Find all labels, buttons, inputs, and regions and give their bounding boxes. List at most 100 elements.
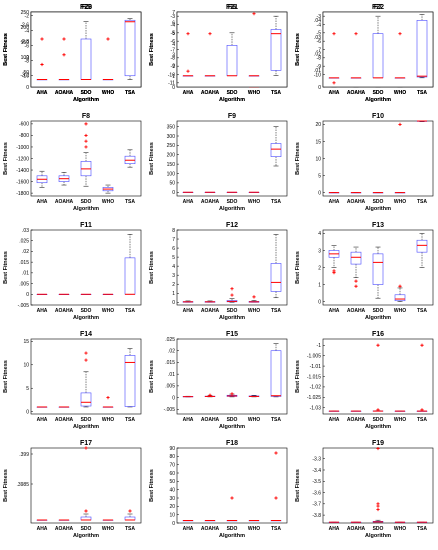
panel-title: F20 [80,4,92,11]
x-axis-label: Algorithm [73,97,99,103]
x-tick-label: AOAHA [201,308,220,314]
y-tick-label: -1.025 [307,395,321,401]
x-axis-label: Algorithm [365,97,391,103]
x-tick-label: AOAHA [55,526,74,532]
y-tick-label: -1000 [16,145,29,151]
x-tick-label: AHA [37,90,48,96]
y-tick-label: 200 [21,25,30,31]
box-who [102,184,114,194]
box-tsa [270,15,282,76]
box-tsa [124,18,136,80]
x-axis-label: Algorithm [365,533,391,539]
x-tick-label: AHA [329,526,340,532]
box-tsa [416,14,428,79]
box-tsa [270,234,282,299]
outlier-marker [252,12,256,16]
y-axis-label: Best Fitness [3,33,9,66]
x-tick-label: AHA [37,199,48,205]
box-tsa [124,348,136,408]
outlier-marker [84,145,88,149]
box-tsa [270,451,282,522]
y-tick-label: -1.02 [310,385,322,391]
y-tick-label: -3 [171,14,176,20]
box-who [394,32,406,79]
x-tick-label: SDO [373,90,384,96]
y-tick-label: 20 [315,122,321,128]
box-tsa [124,509,136,521]
x-axis-label: Algorithm [219,97,245,103]
y-axis-label: Best Fitness [149,33,155,66]
y-axis-label: Best Fitness [295,142,301,175]
x-tick-label: SDO [227,417,238,423]
x-tick-label: SDO [373,526,384,532]
box-tsa [416,233,428,268]
x-tick-label: TSA [125,417,135,423]
x-tick-label: AOAHA [55,308,74,314]
plot-frame [176,447,288,524]
iqr-box [350,251,362,265]
x-tick-label: AHA [183,90,194,96]
box-sdo [226,287,238,303]
outlier-marker [274,496,278,500]
x-axis-label: Algorithm [219,533,245,539]
y-tick-label: 90 [169,446,175,452]
outlier-marker [84,446,88,450]
panel-title: F14 [80,331,92,338]
y-tick-label: 70 [169,462,175,468]
y-tick-label: 10 [23,363,29,369]
y-tick-label: -1 [317,343,322,349]
y-tick-label: -4 [317,22,322,28]
outlier-marker [376,504,380,508]
x-tick-label: SDO [81,308,92,314]
x-tick-label: AHA [329,90,340,96]
x-tick-label: TSA [417,90,427,96]
y-axis-label: Best Fitness [3,469,9,502]
box-who [102,37,114,81]
x-tick-label: WHO [102,90,114,96]
y-tick-label: .3985 [16,482,29,488]
y-tick-label: 8 [172,228,175,234]
y-tick-label: 30 [169,496,175,502]
x-tick-label: WHO [102,308,114,314]
y-tick-label: 4 [318,231,321,237]
y-tick-label: 150 [167,162,176,168]
y-tick-label: -6 [317,39,322,45]
y-tick-label: 250 [21,10,30,16]
y-axis-label: Best Fitness [3,251,9,284]
y-tick-label: -800 [19,133,29,139]
x-tick-label: TSA [271,199,281,205]
y-tick-label: .399 [19,452,29,458]
y-tick-label: -8 [25,59,30,65]
x-tick-label: AOAHA [55,90,74,96]
y-tick-label: 0 [172,190,175,196]
x-tick-label: AHA [183,90,194,96]
y-tick-label: -3.8 [312,513,321,519]
y-tick-label: -7 [317,47,322,53]
x-tick-label: SDO [373,308,384,314]
y-tick-label: -1.03 [310,406,322,412]
x-tick-label: TSA [271,308,281,314]
y-tick-label: .01 [22,271,29,277]
y-tick-label: 0 [26,409,29,415]
x-tick-label: AOAHA [201,417,220,423]
panel-title: F12 [226,222,238,229]
outlier-marker [398,284,402,288]
y-tick-label: .03 [314,35,321,41]
boxplot-f14: F14 0 5 10 15 Best Fitness AHA AOAHA SDO WHO TSA Al… [3,331,142,430]
x-axis-label: Algorithm [365,315,391,321]
y-tick-label: -3.7 [312,502,321,508]
plot-frame [322,338,434,415]
y-tick-label: 200 [167,153,176,159]
box-sdo [372,446,384,523]
x-tick-label: WHO [102,199,114,205]
y-tick-label: .025 [165,337,175,343]
box-aha [36,37,48,81]
x-axis-label: Algorithm [73,315,99,321]
y-tick-label: .03 [22,228,29,234]
iqr-box [80,392,92,407]
boxplot-f8: F8 -1800 -1600 -1400 -1200 -1000 -800 -600 Best … [3,113,142,212]
panel-title: F13 [372,222,384,229]
y-tick-label: 50 [169,181,175,187]
y-tick-label: 300 [167,134,176,140]
x-tick-label: WHO [248,526,260,532]
